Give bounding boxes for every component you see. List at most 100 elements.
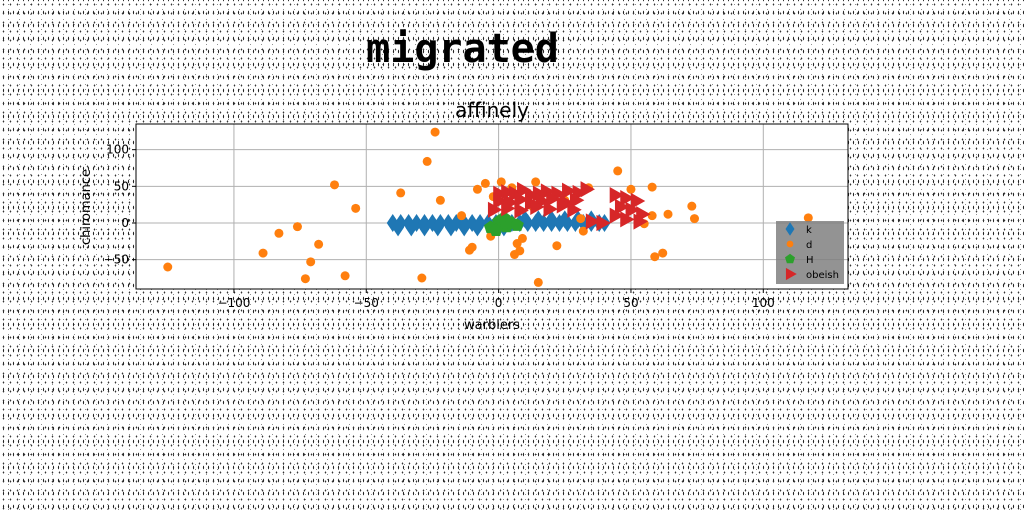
data-point: [647, 182, 657, 192]
data-point: [517, 233, 527, 243]
y-tick-label: 0: [121, 216, 129, 230]
data-points: [163, 127, 813, 287]
data-point: [330, 180, 340, 190]
data-point: [430, 127, 440, 137]
data-point: [489, 223, 503, 236]
data-point: [405, 218, 418, 237]
x-axis-label: warblers: [464, 318, 520, 333]
data-point: [625, 201, 640, 218]
data-point: [514, 202, 529, 219]
series-obeish: [487, 181, 651, 232]
data-point: [546, 190, 561, 207]
data-point: [467, 242, 477, 252]
data-point: [650, 252, 660, 262]
x-tick-label: −100: [217, 296, 250, 310]
data-point: [487, 201, 503, 218]
data-point: [292, 222, 302, 232]
data-point: [620, 211, 635, 228]
data-point: [562, 182, 577, 199]
data-point: [533, 277, 543, 287]
data-point: [658, 248, 668, 258]
y-tick-label: 50: [114, 179, 129, 193]
data-point: [609, 187, 625, 204]
data-point: [578, 226, 588, 236]
data-point: [580, 181, 595, 198]
y-tick-label: −50: [104, 253, 129, 267]
data-point: [540, 183, 556, 200]
data-point: [418, 218, 431, 237]
data-point: [422, 156, 432, 166]
data-point: [689, 214, 699, 224]
data-point: [471, 218, 484, 237]
data-point: [614, 198, 630, 215]
plot-area: [135, 123, 849, 290]
data-point: [392, 218, 405, 237]
legend-marker-H: [785, 253, 795, 264]
data-point: [530, 198, 545, 215]
data-point: [569, 192, 585, 209]
data-point: [663, 209, 673, 219]
x-axis-ticks: −100 −50 0 50 100: [217, 289, 775, 310]
data-point: [340, 271, 350, 281]
data-point: [306, 257, 316, 267]
legend-label: obeish: [806, 270, 839, 281]
data-point: [556, 197, 572, 214]
legend-label: H: [806, 255, 814, 266]
data-point: [596, 214, 611, 232]
x-tick-label: 100: [752, 296, 775, 310]
data-point: [647, 211, 657, 221]
data-point: [532, 210, 545, 229]
data-point: [314, 239, 324, 249]
data-point: [396, 188, 406, 198]
data-point: [531, 177, 541, 187]
data-point: [458, 218, 471, 237]
data-point: [493, 192, 508, 210]
data-point: [472, 184, 482, 194]
legend-label: k: [806, 225, 812, 236]
data-point: [417, 273, 427, 283]
page-title: migrated: [366, 26, 559, 72]
data-point: [274, 228, 284, 238]
data-point: [633, 213, 648, 230]
data-point: [803, 213, 813, 223]
data-point: [567, 201, 582, 218]
data-point: [258, 248, 268, 258]
data-point: [517, 181, 532, 199]
data-point: [431, 218, 444, 237]
data-point: [545, 210, 558, 229]
data-point: [609, 207, 625, 224]
legend-marker-d: [786, 240, 794, 248]
y-axis-label: chiromance: [79, 169, 94, 245]
data-point: [435, 195, 445, 205]
legend-marker-k: [785, 222, 795, 236]
data-point: [626, 184, 636, 194]
legend-label: d: [806, 240, 812, 251]
y-axis-ticks: −50 0 50 100: [104, 143, 136, 267]
data-point: [585, 213, 601, 230]
data-point: [444, 218, 457, 237]
data-point: [630, 192, 646, 210]
data-point: [514, 191, 529, 208]
data-point: [300, 274, 310, 284]
data-point: [613, 166, 623, 176]
legend-marker-obeish: [785, 267, 797, 281]
data-point: [496, 177, 506, 187]
plot-frame: [135, 123, 849, 290]
chart-title: affinely: [455, 98, 529, 122]
x-tick-label: 0: [495, 296, 503, 310]
data-point: [501, 200, 516, 217]
series-H: [484, 210, 524, 236]
data-point: [510, 218, 524, 231]
data-point: [515, 246, 525, 256]
data-point: [576, 214, 586, 224]
data-point: [457, 211, 467, 221]
x-tick-label: 50: [623, 296, 638, 310]
data-point: [552, 241, 562, 251]
data-point: [620, 189, 635, 207]
data-point: [351, 203, 361, 213]
y-tick-label: 100: [106, 143, 129, 157]
data-point: [480, 178, 490, 188]
